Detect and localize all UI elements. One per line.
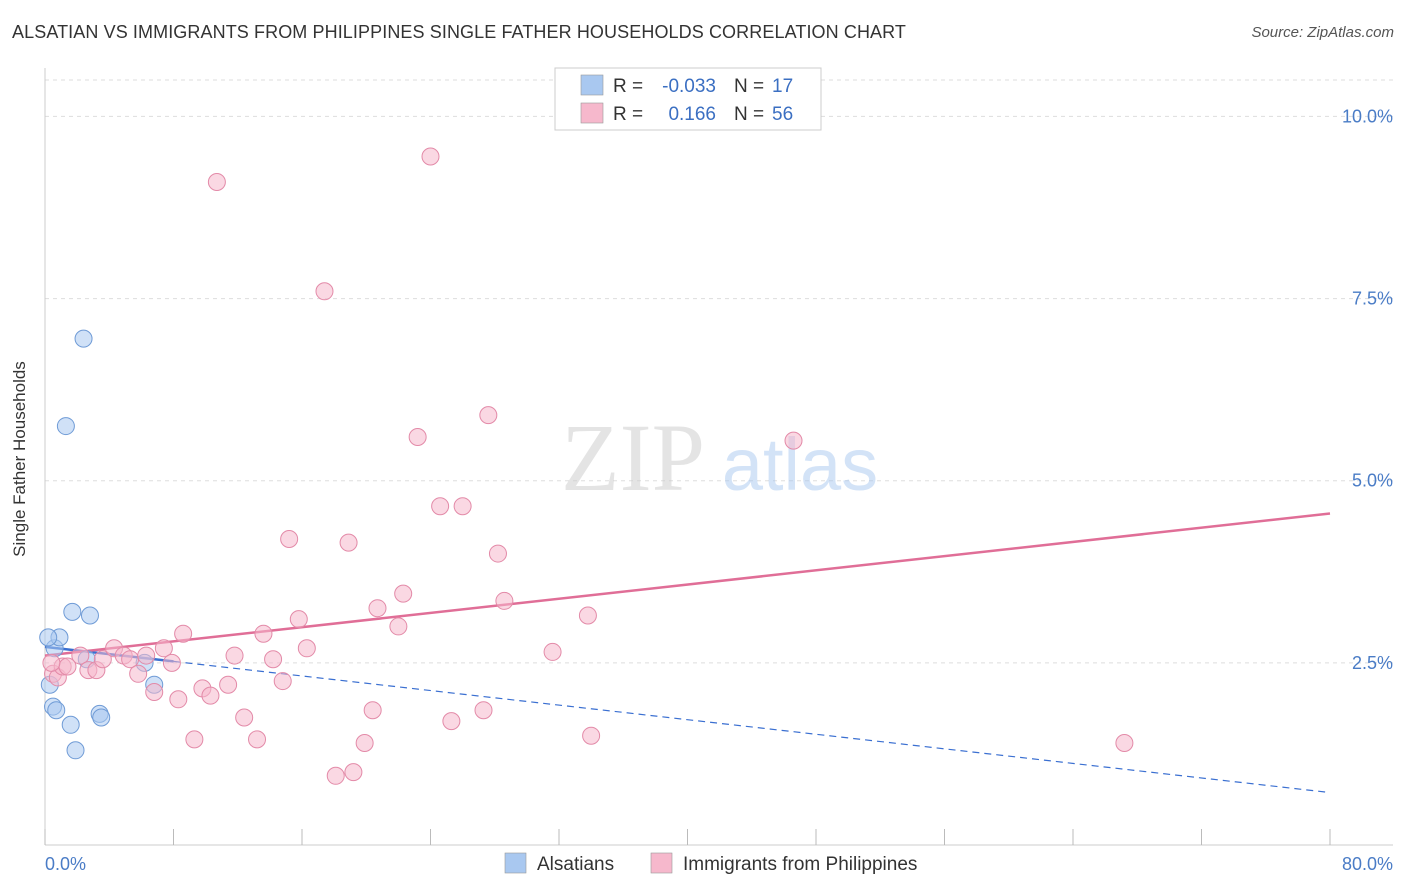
bottom-legend-label-1: Immigrants from Philippines [683, 854, 917, 875]
y-tick-label-3: 10.0% [1342, 106, 1393, 126]
point-s1-50 [543, 642, 562, 661]
point-s1-33 [326, 766, 345, 785]
legend-r-label-0: R = [613, 76, 643, 97]
point-s1-51 [578, 606, 597, 625]
point-s0-9 [74, 329, 93, 348]
point-s1-27 [264, 650, 283, 669]
point-s1-48 [488, 544, 507, 563]
point-s0-7 [63, 602, 82, 621]
point-s1-36 [355, 734, 374, 752]
point-s1-46 [474, 701, 493, 720]
point-s1-34 [339, 533, 358, 552]
legend-swatch-0 [580, 74, 604, 96]
watermark: ZIP atlas [561, 404, 878, 511]
y-tick-labels: 2.5% 5.0% 7.5% 10.0% [1342, 106, 1393, 672]
point-s0-5 [56, 417, 75, 436]
y-tick-label-2: 7.5% [1352, 289, 1393, 309]
bottom-legend-swatch-1 [650, 852, 673, 874]
point-s0-3 [47, 701, 66, 720]
x-tick-label-min: 0.0% [45, 854, 86, 874]
point-s0-11 [80, 606, 99, 625]
trend-line-solid-1 [44, 512, 1331, 657]
point-s1-14 [154, 639, 173, 658]
point-s1-42 [421, 147, 440, 166]
point-s1-22 [219, 675, 238, 694]
point-s1-31 [297, 639, 316, 658]
point-s1-41 [408, 428, 427, 446]
legend-r-value-0: -0.033 [662, 76, 716, 97]
point-s1-49 [495, 591, 514, 610]
point-s1-29 [280, 530, 299, 548]
point-s1-16 [169, 690, 188, 709]
legend-box: R = -0.033 N = 17 R = 0.166 N = 56 [554, 67, 822, 131]
point-s1-38 [368, 599, 387, 618]
point-s1-28 [273, 672, 292, 691]
point-s1-30 [289, 610, 308, 629]
legend-n-value-0: 17 [772, 76, 793, 97]
point-s1-39 [389, 617, 408, 636]
point-s1-43 [431, 497, 450, 516]
gridlines [45, 79, 1393, 664]
y-tick-label-1: 5.0% [1352, 471, 1393, 491]
point-s0-13 [92, 708, 111, 727]
point-s1-53 [784, 431, 803, 450]
point-s1-45 [453, 497, 472, 516]
point-s1-55 [42, 653, 61, 672]
legend-r-value-1: 0.166 [668, 104, 716, 125]
chart-title: ALSATIAN VS IMMIGRANTS FROM PHILIPPINES … [12, 22, 907, 42]
point-s1-18 [185, 730, 204, 749]
watermark-zip: ZIP [561, 404, 705, 511]
point-s1-52 [582, 726, 601, 745]
point-s1-12 [137, 646, 156, 665]
trend-line-dashed-0 [173, 660, 1331, 794]
point-s1-21 [207, 173, 226, 191]
point-s1-4 [71, 646, 90, 665]
point-s1-7 [93, 650, 112, 669]
legend-r-label-1: R = [613, 104, 643, 125]
point-s1-54 [1115, 734, 1134, 752]
point-s1-47 [479, 406, 498, 425]
legend-n-label-1: N = [734, 104, 764, 125]
point-s1-20 [201, 686, 220, 705]
point-s1-25 [248, 730, 267, 749]
point-s0-6 [61, 715, 80, 734]
x-tick-label-max: 80.0% [1342, 854, 1393, 874]
point-s1-26 [254, 624, 273, 643]
point-s1-11 [129, 664, 148, 683]
x-tick-labels: 0.0% 80.0% [45, 854, 1393, 874]
point-s1-13 [145, 683, 164, 701]
point-s1-23 [225, 646, 244, 665]
y-tick-label-0: 2.5% [1352, 653, 1393, 673]
point-s1-37 [363, 701, 382, 720]
data-points [39, 147, 1134, 785]
point-s1-24 [235, 708, 254, 727]
legend-n-value-1: 56 [772, 104, 793, 125]
point-s0-8 [66, 741, 85, 760]
bottom-legend-label-0: Alsatians [537, 854, 614, 875]
bottom-legend: Alsatians Immigrants from Philippines [504, 852, 917, 875]
point-s1-35 [344, 763, 363, 782]
bottom-legend-swatch-0 [504, 852, 527, 874]
legend-n-label-0: N = [734, 76, 764, 97]
point-s1-32 [315, 282, 334, 301]
legend-swatch-1 [580, 102, 604, 124]
point-s1-44 [442, 712, 461, 731]
point-s0-16 [39, 628, 58, 647]
point-s1-40 [394, 584, 413, 603]
axes [44, 68, 1393, 846]
source-label: Source: ZipAtlas.com [1251, 24, 1394, 41]
point-s1-15 [162, 653, 181, 672]
point-s1-17 [174, 624, 193, 643]
